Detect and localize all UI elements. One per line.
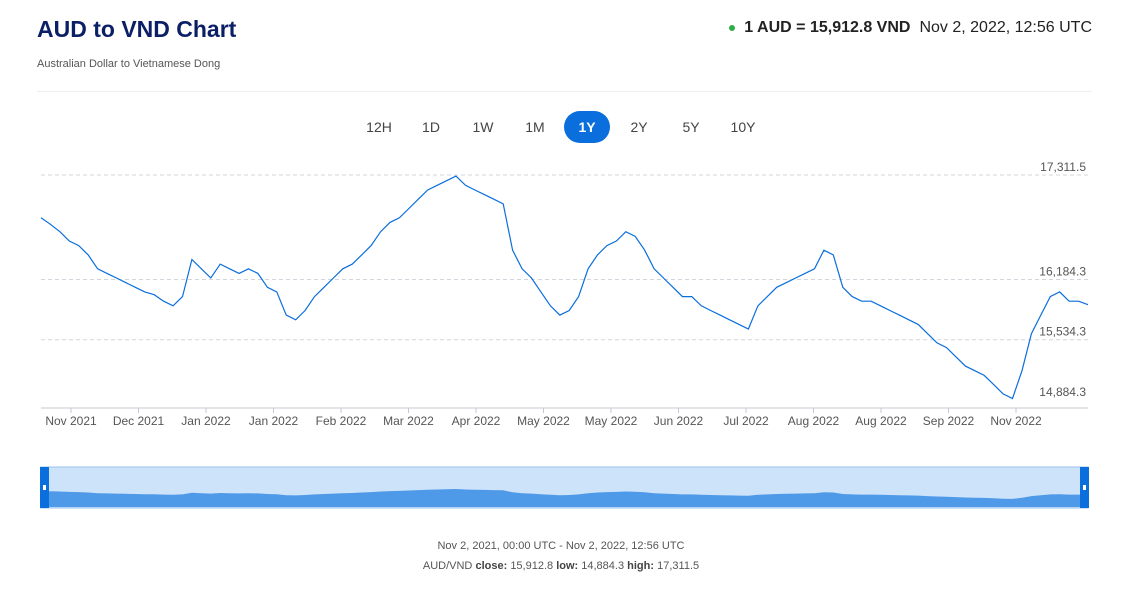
- rate-timestamp: Nov 2, 2022, 12:56 UTC: [919, 19, 1092, 36]
- range-navigator[interactable]: [0, 460, 1122, 512]
- summary-low-value: 14,884.3: [581, 560, 625, 572]
- navigator-handle-right-grip-icon: [1083, 485, 1086, 490]
- summary-close-label: close:: [475, 560, 508, 572]
- summary-high-label: high:: [627, 560, 655, 572]
- x-tick-label: Dec 2021: [113, 414, 165, 428]
- x-tick-label: May 2022: [585, 414, 638, 428]
- y-tick-label: 17,311.5: [1040, 160, 1086, 174]
- x-tick-label: Jan 2022: [181, 414, 231, 428]
- range-button-2y[interactable]: 2Y: [616, 111, 662, 143]
- x-tick-label: Nov 2021: [45, 414, 97, 428]
- chart-summary: Nov 2, 2021, 00:00 UTC - Nov 2, 2022, 12…: [0, 536, 1122, 576]
- navigator-handle-left-grip-icon: [43, 485, 46, 490]
- summary-close-value: 15,912.8: [510, 560, 554, 572]
- x-tick-label: Feb 2022: [316, 414, 367, 428]
- current-rate: 1 AUD = 15,912.8 VND Nov 2, 2022, 12:56 …: [729, 19, 1092, 37]
- x-tick-label: Sep 2022: [923, 414, 975, 428]
- range-button-10y[interactable]: 10Y: [720, 111, 766, 143]
- x-tick-label: Nov 2022: [990, 414, 1042, 428]
- page-title: AUD to VND Chart: [37, 16, 237, 42]
- x-tick-label: Aug 2022: [855, 414, 907, 428]
- x-tick-label: Jan 2022: [249, 414, 299, 428]
- header-divider: [37, 91, 1092, 92]
- x-tick-label: Jul 2022: [723, 414, 769, 428]
- y-tick-label: 14,884.3: [1039, 385, 1086, 399]
- x-tick-label: Mar 2022: [383, 414, 434, 428]
- range-button-1m[interactable]: 1M: [512, 111, 558, 143]
- rate-value: 1 AUD = 15,912.8 VND: [744, 19, 911, 36]
- page-subtitle: Australian Dollar to Vietnamese Dong: [37, 58, 221, 70]
- summary-high-value: 17,311.5: [657, 560, 700, 572]
- range-button-1d[interactable]: 1D: [408, 111, 454, 143]
- live-status-dot-icon: [729, 25, 736, 31]
- range-selector: 12H 1D 1W 1M 1Y 2Y 5Y 10Y: [0, 111, 1122, 143]
- navigator-area: [41, 489, 1088, 507]
- x-tick-label: May 2022: [517, 414, 570, 428]
- summary-stats: AUD/VND close: 15,912.8 low: 14,884.3 hi…: [0, 556, 1122, 576]
- range-button-1w[interactable]: 1W: [460, 111, 506, 143]
- y-tick-label: 15,534.3: [1039, 325, 1086, 339]
- x-tick-label: Jun 2022: [654, 414, 704, 428]
- summary-low-label: low:: [556, 560, 579, 572]
- x-tick-label: Apr 2022: [452, 414, 501, 428]
- summary-pair: AUD/VND: [422, 560, 473, 572]
- line-chart[interactable]: 17,311.5 16,184.3 15,534.3 14,884.3 Nov 202…: [0, 160, 1122, 440]
- range-button-5y[interactable]: 5Y: [668, 111, 714, 143]
- y-tick-label: 16,184.3: [1039, 264, 1086, 278]
- summary-period: Nov 2, 2021, 00:00 UTC - Nov 2, 2022, 12…: [437, 540, 685, 552]
- x-tick-label: Aug 2022: [788, 414, 840, 428]
- range-button-12h[interactable]: 12H: [356, 111, 402, 143]
- series-line: [40, 175, 1089, 400]
- range-button-1y[interactable]: 1Y: [564, 111, 610, 143]
